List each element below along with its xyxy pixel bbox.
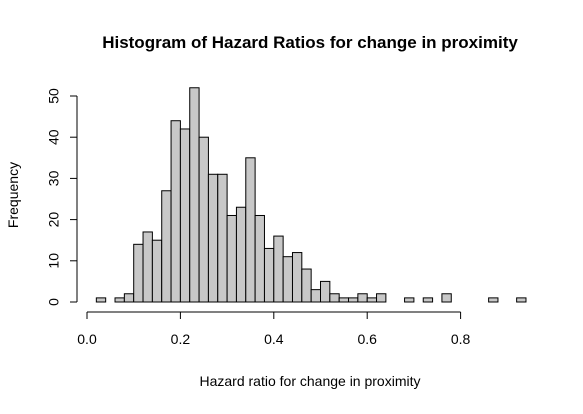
- histogram-bar: [189, 87, 200, 303]
- histogram-bar: [95, 297, 107, 303]
- histogram-bar: [422, 297, 434, 303]
- y-axis-label: Frequency: [5, 162, 21, 228]
- y-axis: 0 10 20 30 40 50: [46, 88, 78, 306]
- y-tick-label: 50: [46, 88, 62, 104]
- x-axis: 0.0 0.2 0.4 0.6 0.8: [77, 311, 471, 347]
- histogram-bar: [291, 252, 303, 303]
- histogram-bar: [404, 297, 415, 303]
- histogram-bar: [161, 190, 172, 303]
- histogram-bar: [198, 136, 209, 303]
- x-tick-label: 0.4: [264, 331, 284, 347]
- histogram-bar: [151, 239, 163, 303]
- histogram-bar: [114, 297, 125, 303]
- histogram-bar: [179, 128, 191, 303]
- histogram-bar: [338, 297, 350, 303]
- histogram-bar: [235, 206, 247, 303]
- y-tick-label: 30: [46, 170, 62, 186]
- histogram-bar: [273, 235, 284, 303]
- histogram-bar: [366, 297, 378, 303]
- histogram-bar: [441, 293, 452, 303]
- y-tick-label: 10: [46, 253, 62, 269]
- histogram-bar: [226, 214, 237, 303]
- histogram-bar: [329, 293, 340, 303]
- histogram-bar: [263, 247, 275, 303]
- y-tick-label: 0: [46, 298, 62, 306]
- histogram-bar: [282, 256, 293, 303]
- histogram-bar: [348, 297, 359, 303]
- histogram-bar: [133, 243, 144, 303]
- x-tick-label: 0.6: [357, 331, 377, 347]
- histogram-bar: [301, 268, 312, 303]
- x-axis-label: Hazard ratio for change in proximity: [200, 373, 421, 389]
- chart-title: Histogram of Hazard Ratios for change in…: [102, 33, 518, 52]
- bars-group: [95, 87, 527, 303]
- histogram-bar: [207, 173, 219, 303]
- histogram-bar: [320, 280, 331, 303]
- y-tick-label: 20: [46, 212, 62, 228]
- histogram-bar: [254, 214, 265, 303]
- histogram-bar: [217, 173, 228, 303]
- histogram-bar: [123, 293, 135, 303]
- x-tick-label: 0.8: [451, 331, 471, 347]
- x-tick-label: 0.0: [77, 331, 97, 347]
- histogram-bar: [310, 289, 322, 303]
- histogram-bar: [245, 157, 256, 303]
- histogram-bar: [488, 297, 499, 303]
- histogram-bar: [516, 297, 527, 303]
- y-tick-label: 40: [46, 129, 62, 145]
- histogram-bar: [376, 293, 387, 303]
- histogram-bar: [357, 293, 368, 303]
- histogram-bar: [142, 231, 153, 303]
- histogram-bar: [170, 120, 181, 303]
- x-tick-label: 0.2: [171, 331, 191, 347]
